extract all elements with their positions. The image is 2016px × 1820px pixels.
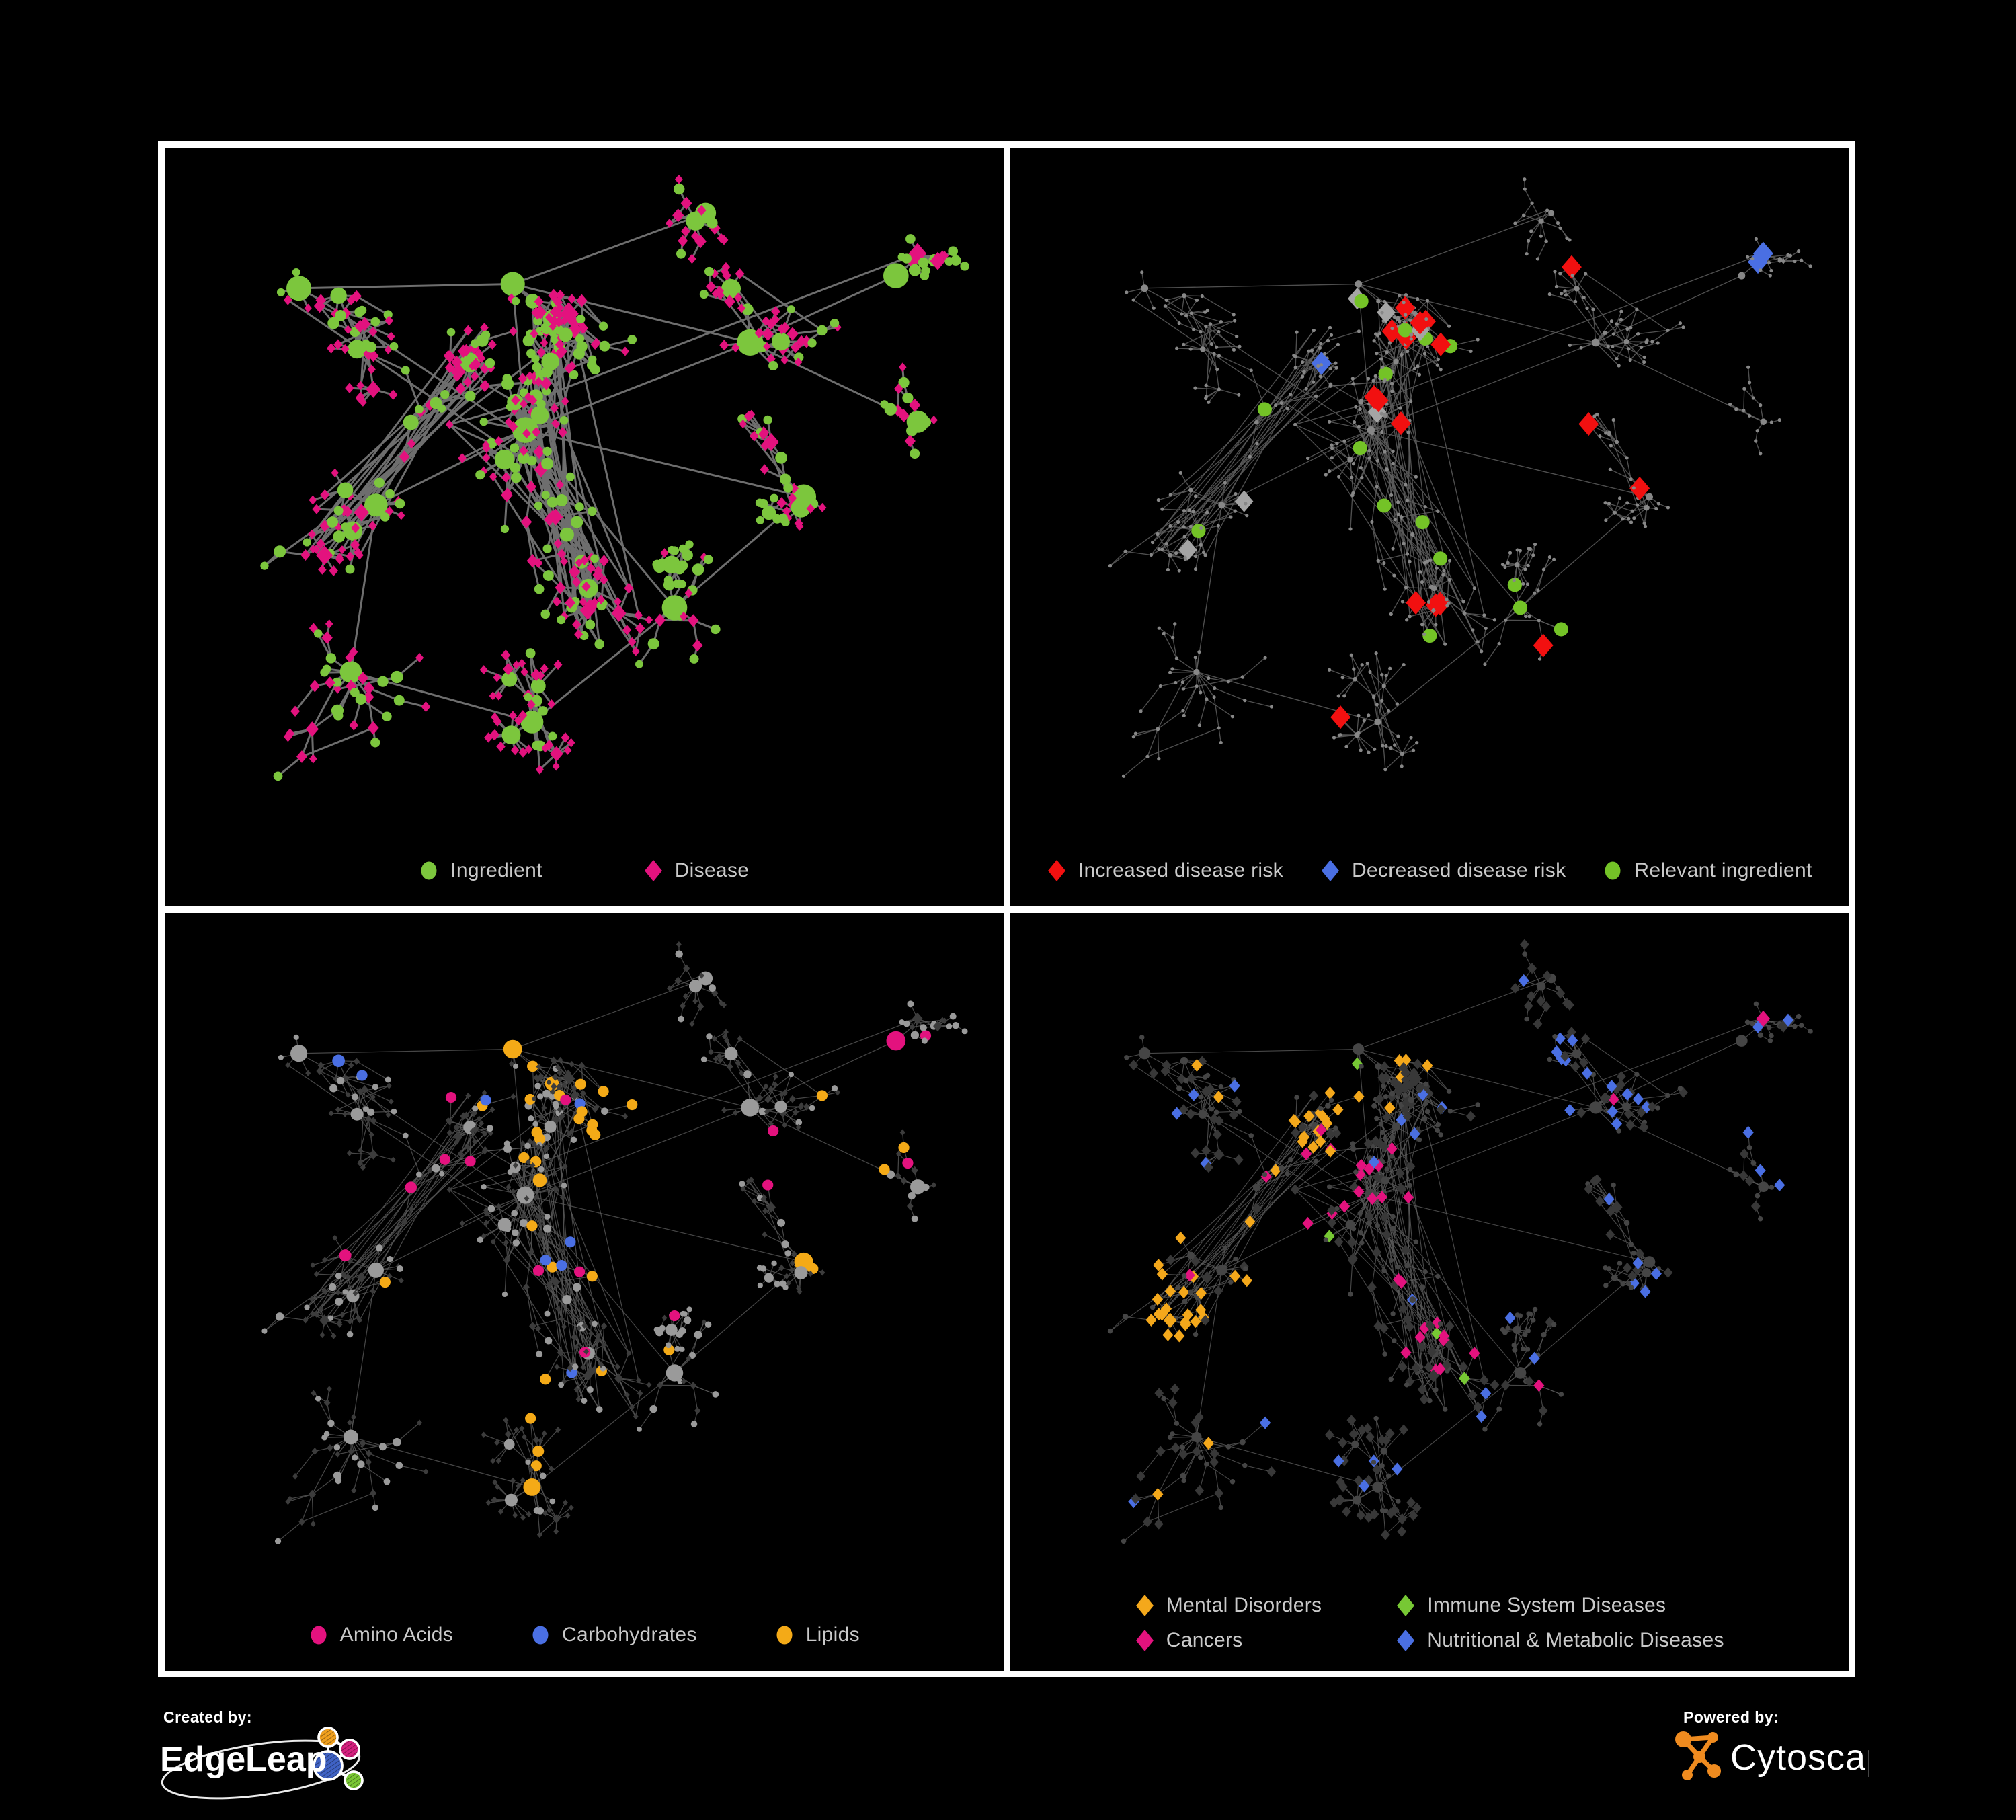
legend-label-ingredient: Ingredient bbox=[450, 859, 542, 881]
legend-compound-classes: Amino Acids Carbohydrates Lipids bbox=[165, 1624, 1004, 1647]
legend-item-immune-system-diseases: Immune System Diseases bbox=[1396, 1594, 1724, 1617]
legend-label-decreased-risk: Decreased disease risk bbox=[1351, 859, 1566, 881]
legend-item-amino-acids: Amino Acids bbox=[309, 1624, 453, 1647]
legend-disease-risk: Increased disease risk Decreased disease… bbox=[1010, 859, 1849, 882]
panel-disease-risk: Increased disease risk Decreased disease… bbox=[1010, 148, 1849, 906]
cancers-diamond-icon bbox=[1135, 1630, 1154, 1651]
cytoscape-wordmark: Cytoscape bbox=[1730, 1737, 1869, 1778]
cytoscape-logo: Cytoscape bbox=[1675, 1731, 1869, 1780]
edgeleap-swoosh bbox=[161, 1739, 361, 1800]
edgeleap-logo: EdgeLeap bbox=[160, 1727, 364, 1800]
ingredient-circle-icon bbox=[421, 861, 437, 879]
network-canvas-disease-risk bbox=[1108, 177, 1812, 778]
figure-grid: Ingredient Disease Increased disease ris… bbox=[158, 141, 1855, 1677]
carbohydrates-circle-icon bbox=[532, 1626, 549, 1645]
nutritional-metabolic-diseases-diamond-icon bbox=[1397, 1630, 1415, 1651]
legend-ingredient-disease: Ingredient Disease bbox=[165, 859, 1004, 882]
legend-label-cancers: Cancers bbox=[1166, 1629, 1243, 1651]
edgeleap-wordmark: EdgeLeap bbox=[160, 1740, 327, 1779]
legend-label-nutritional-metabolic-diseases: Nutritional & Metabolic Diseases bbox=[1427, 1629, 1724, 1651]
edgeleap-node-cluster-icon bbox=[313, 1727, 364, 1790]
legend-label-immune-system-diseases: Immune System Diseases bbox=[1427, 1594, 1666, 1616]
legend-item-relevant-ingredient: Relevant ingredient bbox=[1603, 859, 1812, 882]
panel-disease-categories: Mental Disorders Immune System Diseases … bbox=[1010, 912, 1849, 1671]
legend-item-carbohydrates: Carbohydrates bbox=[530, 1624, 697, 1647]
legend-label-carbohydrates: Carbohydrates bbox=[562, 1624, 697, 1646]
network-canvas-disease-categories bbox=[1107, 939, 1813, 1544]
legend-item-disease: Disease bbox=[643, 859, 749, 882]
network-canvas-compound-classes bbox=[261, 941, 968, 1544]
legend-item-mental-disorders: Mental Disorders bbox=[1135, 1594, 1322, 1617]
legend-item-nutritional-metabolic-diseases: Nutritional & Metabolic Diseases bbox=[1396, 1629, 1724, 1652]
immune-system-diseases-diamond-icon bbox=[1397, 1595, 1415, 1616]
legend-label-relevant-ingredient: Relevant ingredient bbox=[1634, 859, 1812, 881]
decreased-risk-diamond-icon bbox=[1321, 859, 1339, 881]
legend-item-ingredient: Ingredient bbox=[419, 859, 542, 882]
powered-by-label: Powered by: bbox=[1683, 1708, 1779, 1726]
created-by-label: Created by: bbox=[163, 1708, 253, 1726]
amino-acids-circle-icon bbox=[311, 1626, 327, 1645]
legend-label-lipids: Lipids bbox=[805, 1624, 860, 1646]
legend-label-increased-risk: Increased disease risk bbox=[1078, 859, 1283, 881]
panel-ingredient-disease: Ingredient Disease bbox=[165, 148, 1004, 906]
cytoscape-glyph-icon bbox=[1675, 1731, 1721, 1780]
relevant-ingredient-circle-icon bbox=[1605, 861, 1621, 879]
legend-item-increased-risk: Increased disease risk bbox=[1047, 859, 1283, 882]
legend-item-cancers: Cancers bbox=[1135, 1629, 1322, 1652]
lipids-circle-icon bbox=[776, 1626, 793, 1645]
mental-disorders-diamond-icon bbox=[1135, 1595, 1154, 1616]
legend-label-mental-disorders: Mental Disorders bbox=[1166, 1594, 1322, 1616]
legend-label-disease: Disease bbox=[674, 859, 750, 881]
legend-label-amino-acids: Amino Acids bbox=[339, 1624, 453, 1646]
legend-disease-categories: Mental Disorders Immune System Diseases … bbox=[1010, 1594, 1849, 1652]
network-canvas-ingredient-disease bbox=[260, 174, 969, 781]
legend-item-decreased-risk: Decreased disease risk bbox=[1320, 859, 1566, 882]
disease-diamond-icon bbox=[644, 859, 662, 881]
legend-item-lipids: Lipids bbox=[774, 1624, 860, 1647]
increased-risk-diamond-icon bbox=[1047, 859, 1065, 881]
panel-compound-classes: Amino Acids Carbohydrates Lipids bbox=[165, 912, 1004, 1671]
